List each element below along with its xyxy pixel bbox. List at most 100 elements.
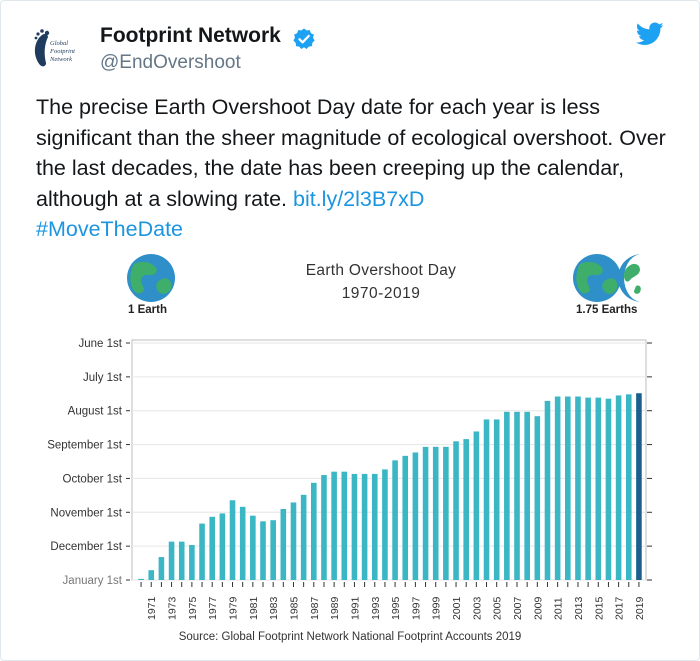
bar-1975 <box>189 545 195 580</box>
chart-title: Earth Overshoot Day <box>305 262 457 279</box>
bar-1974 <box>178 541 185 580</box>
x-tick-label: 1971 <box>146 596 158 620</box>
globe-left-icon <box>127 254 175 302</box>
user-handle[interactable]: @EndOvershoot <box>100 52 241 73</box>
bar-1970 <box>138 578 144 580</box>
x-tick-label: 1989 <box>329 596 341 620</box>
tweet-text: The precise Earth Overshoot Day date for… <box>36 92 676 245</box>
x-tick-label: 2011 <box>553 597 565 620</box>
x-tick-label: 1993 <box>370 596 382 620</box>
bar-1988 <box>321 475 327 580</box>
bar-1995 <box>392 460 398 580</box>
y-tick-label: June 1st <box>79 338 123 350</box>
bar-1997 <box>412 452 419 580</box>
y-tick-label: December 1st <box>50 541 122 553</box>
x-tick-label: 1977 <box>207 596 219 620</box>
x-tick-label: 1973 <box>167 596 179 620</box>
bar-1981 <box>250 515 256 580</box>
y-tick-label: September 1st <box>47 440 123 452</box>
bar-1992 <box>361 473 368 580</box>
one-earth-label: 1 Earth <box>128 304 167 316</box>
hashtag-link[interactable]: #MoveTheDate <box>36 217 183 241</box>
x-tick-label: 1999 <box>431 596 443 620</box>
x-tick-label: 2017 <box>614 596 626 620</box>
bar-2001 <box>453 441 459 580</box>
y-tick-label: August 1st <box>68 406 123 418</box>
twitter-bird-icon[interactable] <box>636 22 664 46</box>
footprint-network-logo-avatar[interactable]: Global Footprint Network <box>30 25 84 75</box>
tweet-body: The precise Earth Overshoot Day date for… <box>36 95 666 211</box>
bar-2016 <box>605 398 612 580</box>
x-tick-label: 1979 <box>228 596 240 620</box>
display-name[interactable]: Footprint Network <box>100 24 281 47</box>
bar-2014 <box>585 397 591 580</box>
bar-2003 <box>473 431 480 580</box>
bar-1989 <box>331 471 337 580</box>
x-tick-label: 2001 <box>451 596 463 620</box>
x-tick-label: 1997 <box>410 596 422 620</box>
tweet-image-chart[interactable]: June 1st July 1st August 1st September 1st O… <box>36 246 666 651</box>
bar-1972 <box>158 557 165 580</box>
bar-1976 <box>199 523 205 580</box>
bar-1996 <box>402 455 409 580</box>
bar-2010 <box>544 400 551 580</box>
overshoot-chart: June 1st July 1st August 1st September 1st O… <box>47 254 652 620</box>
earths-175-label: 1.75 Earths <box>576 304 638 316</box>
bar-1987 <box>311 482 317 580</box>
x-tick-label: 1995 <box>390 596 402 620</box>
bar-1978 <box>219 513 226 580</box>
y-tick-label: October 1st <box>63 473 123 485</box>
bar-1977 <box>209 516 215 580</box>
bar-2015 <box>595 397 602 580</box>
tweet-link[interactable]: bit.ly/2l3B7xD <box>292 186 425 211</box>
bar-2002 <box>463 439 469 580</box>
x-tick-label: 1981 <box>248 596 260 620</box>
bar-2012 <box>565 396 571 580</box>
chart-subtitle: 1970-2019 <box>341 285 421 302</box>
x-tick-label: 1991 <box>349 596 361 620</box>
bar-1998 <box>422 446 429 580</box>
x-tick-label: 2013 <box>573 596 585 620</box>
bar-2006 <box>504 411 510 580</box>
x-tick-label: 2003 <box>471 596 483 620</box>
bar-1991 <box>351 473 358 580</box>
bar-1980 <box>239 506 246 580</box>
bar-1983 <box>270 520 276 580</box>
bar-2008 <box>524 411 530 580</box>
x-tick-label: 2009 <box>532 596 544 620</box>
bar-1990 <box>341 471 348 580</box>
bar-1973 <box>168 541 175 580</box>
bar-2007 <box>514 411 520 580</box>
bar-1979 <box>229 500 236 580</box>
x-tick-label: 2007 <box>512 596 524 620</box>
bar-1993 <box>371 473 378 580</box>
avatar-line-2: Footprint <box>49 48 75 55</box>
bar-2005 <box>493 419 500 580</box>
x-tick-label: 1983 <box>268 596 280 620</box>
bar-2004 <box>483 419 490 580</box>
avatar-line-3: Network <box>49 56 72 63</box>
bar-2017 <box>615 395 622 580</box>
bar-2019 <box>636 393 642 580</box>
globe-right-partial-icon <box>618 254 642 302</box>
avatar-line-1: Global <box>50 40 68 47</box>
x-tick-label: 1987 <box>309 596 321 620</box>
bar-1999 <box>432 446 439 580</box>
bar-1982 <box>260 521 266 580</box>
bar-2009 <box>534 416 541 580</box>
tweet-header: Global Footprint Network Footprint Netwo… <box>0 0 700 90</box>
bar-2013 <box>575 396 581 580</box>
bar-2000 <box>443 446 449 580</box>
y-axis-labels: June 1st July 1st August 1st September 1st O… <box>47 338 123 587</box>
x-axis-labels: 1971 1973 1975 1977 1979 1981 1983 1985 1987 1989… <box>140 582 646 620</box>
x-tick-label: 1985 <box>288 596 300 620</box>
x-tick-label: 2019 <box>634 596 646 620</box>
bar-2011 <box>554 396 561 580</box>
x-tick-label: 2005 <box>492 596 504 620</box>
x-tick-label: 1975 <box>187 596 199 620</box>
bar-1986 <box>300 494 307 580</box>
bar-1985 <box>290 502 297 580</box>
bar-1984 <box>280 509 287 580</box>
globe-right-full-icon <box>573 254 621 302</box>
verified-badge-icon <box>293 28 315 49</box>
